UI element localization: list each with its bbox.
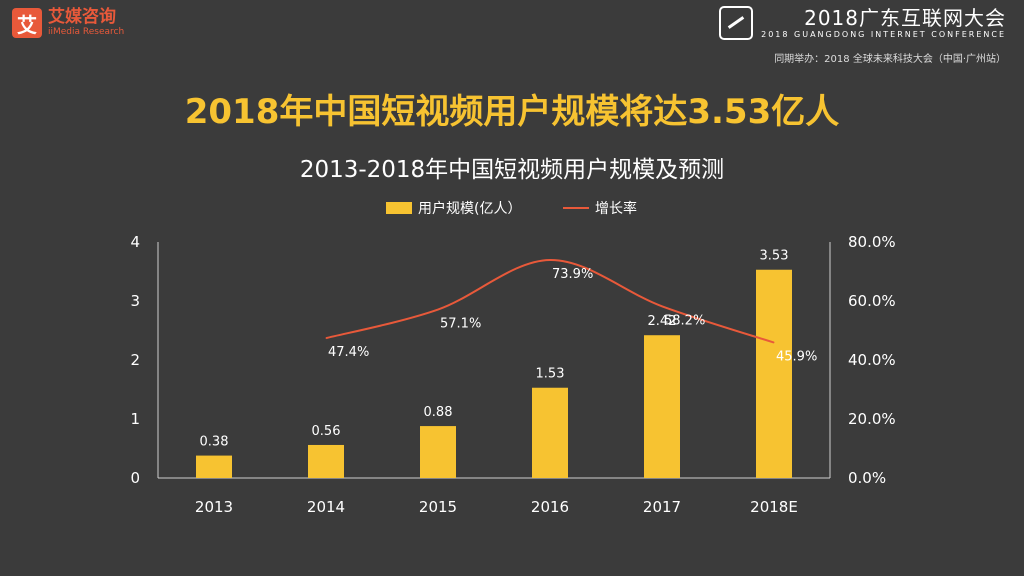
y-left-tick-label: 3 [130,292,140,310]
bar [420,426,456,478]
conference-title: 2018广东互联网大会 [804,5,1006,30]
conference-subtitle: 2018 GUANGDONG INTERNET CONFERENCE [761,29,1006,39]
legend-line-label: 增长率 [595,200,637,217]
bar-data-label: 0.56 [312,424,341,439]
growth-rate-point [661,305,663,307]
iimedia-logo-en: iiMedia Research [48,27,125,37]
x-tick-label: 2015 [419,498,457,516]
conference-host: 同期举办：2018 全球未来科技大会（中国·广州站） [774,54,1006,65]
bar-data-label: 0.88 [424,405,453,420]
x-tick-label: 2014 [307,498,345,516]
growth-rate-label: 73.9% [552,267,593,282]
bar-data-label: 1.53 [536,367,565,382]
x-tick-label: 2016 [531,498,569,516]
growth-rate-line [325,258,775,344]
chart-title: 2013-2018年中国短视频用户规模及预测 [299,157,725,183]
headline: 2018年中国短视频用户规模将达3.53亿人 [184,92,840,132]
x-tick-label: 2013 [195,498,233,516]
iimedia-logo: 艾 艾媒咨询 iiMedia Research [12,8,124,38]
growth-rate-point [325,337,327,339]
y-right-tick-label: 80.0% [848,233,896,251]
x-tick-label: 2018E [750,498,798,516]
y-right-tick-label: 40.0% [848,351,896,369]
y-right-tick-label: 0.0% [848,469,886,487]
bar [532,387,568,478]
y-left-tick-label: 0 [130,469,140,487]
bar [196,455,232,478]
iimedia-logo-cn: 艾媒咨询 [48,7,116,27]
legend-bar-label: 用户规模(亿人） [418,200,521,217]
conference-logo-icon [719,6,754,40]
bar [308,444,344,478]
iimedia-logo-mark: 艾 [12,8,42,38]
y-right-tick-label: 60.0% [848,292,896,310]
y-left-tick-label: 4 [130,233,140,251]
y-left-tick-label: 1 [130,410,140,428]
growth-rate-point [549,259,551,261]
bar [756,269,792,478]
growth-rate-label: 57.1% [440,317,481,332]
legend-bar-swatch [386,202,412,214]
bar [644,335,680,478]
y-right-tick-label: 20.0% [848,410,896,428]
growth-rate-point [437,309,439,311]
bar-data-label: 0.38 [200,435,229,450]
bar-data-label: 3.53 [760,249,789,264]
x-tick-label: 2017 [643,498,681,516]
bar-data-label: 2.42 [648,314,677,329]
conference-badge: 2018广东互联网大会 2018 GUANGDONG INTERNET CONF… [719,6,1006,65]
y-left-tick-label: 2 [130,351,140,369]
growth-rate-label: 47.4% [328,345,369,360]
growth-rate-label: 58.2% [664,313,705,328]
growth-rate-point [773,342,775,344]
growth-rate-label: 45.9% [776,350,817,365]
